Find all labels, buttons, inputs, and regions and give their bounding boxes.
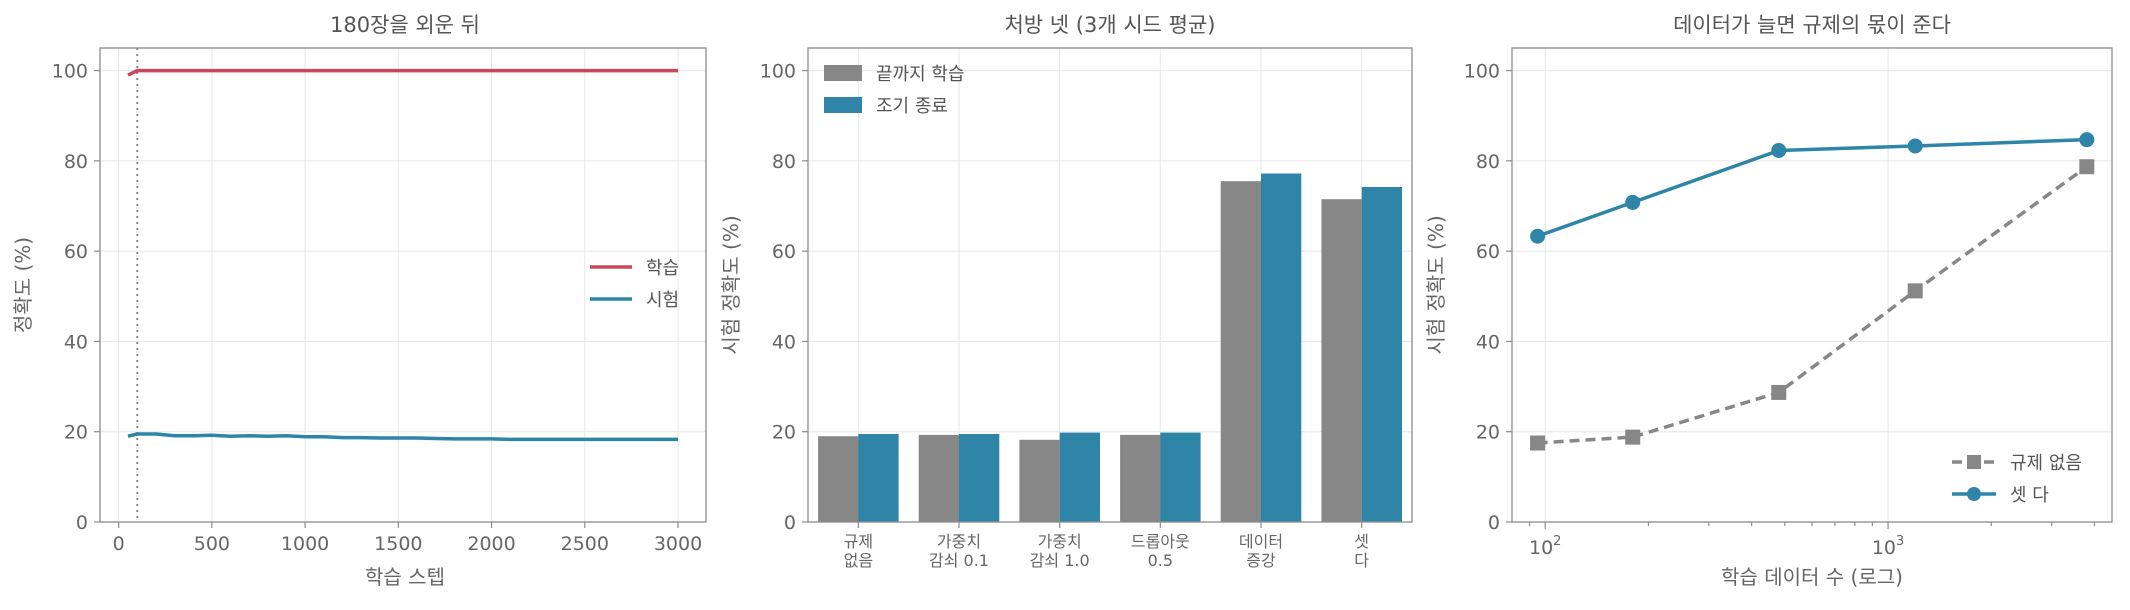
panel2-title: 처방 넷 (3개 시드 평균) [1004,13,1215,37]
panel1-y-axis-label: 정확도 (%) [11,237,35,333]
panel2-category-label-line1: 가중치 [1038,532,1082,551]
panel2-category-label-line2: 증강 [1246,551,1276,570]
panel2-plot-area [807,47,1413,523]
panel3-x-tick-label: 103 [1872,534,1904,559]
panel2-legend-label-1: 조기 종료 [876,96,948,117]
panel3-point-0-0 [1530,435,1546,451]
panel3-point-1-4 [2079,132,2095,148]
panel2-bar-0-0 [818,436,859,522]
panel1-legend-label-0: 학습 [646,258,679,279]
panel1-x-tick-label: 2000 [467,533,515,555]
panel2-y-tick-label: 80 [772,151,796,173]
panel2-y-tick-label: 60 [772,241,796,263]
panel2-bar-1-3 [1160,432,1201,522]
panel2-legend-swatch-1 [824,97,862,113]
panel1-y-tick-label: 60 [64,241,88,263]
panel2-category-label-line2: 감쇠 0.1 [929,551,989,570]
panel1-y-tick-label: 0 [76,512,88,534]
panel1-x-tick-label: 2500 [561,533,609,555]
panel3-x-tick-base: 10 [1872,537,1896,559]
panel2-category-label-line1: 드롭아웃 [1131,532,1190,551]
panel3-legend-marker-0 [1967,455,1981,469]
panel1-x-tick-label: 1500 [374,533,422,555]
panel1-legend-label-1: 시험 [646,290,679,311]
panel2-bar-1-2 [1059,432,1100,522]
panel3-y-axis-label: 시험 정확도 (%) [1424,215,1448,354]
panel2-bar-1-5 [1361,187,1402,522]
panel2-bar-1-4 [1261,173,1302,522]
panel3-point-0-1 [1625,429,1641,445]
panel1-title: 180장을 외운 뒤 [330,13,480,37]
panel2-bar-0-5 [1321,199,1362,522]
panel2-category-label-line1: 데이터 [1239,532,1283,551]
panel2-legend-swatch-0 [824,65,862,81]
panel2-bar-0-1 [918,434,959,522]
panel1-y-tick-label: 80 [64,151,88,173]
panel1-x-tick-label: 1000 [281,533,329,555]
panel3-point-1-1 [1625,194,1641,210]
panel2-bar-0-4 [1220,181,1261,522]
panel2-category-label-line1: 가중치 [937,532,981,551]
panel3-point-1-3 [1907,138,1923,154]
panel1-series-line-0 [127,68,678,77]
panel3-title: 데이터가 늘면 규제의 몫이 준다 [1673,13,1951,37]
panel2-bar-0-3 [1120,434,1161,522]
panel3-series-line-1 [1537,137,2087,238]
panel3-point-0-4 [2079,159,2095,175]
panel1-series-line-1 [127,432,678,442]
panel2-category-label-line1: 규제 [844,532,873,551]
panel2-bar-1-0 [858,434,899,522]
panel3-y-tick-label: 100 [1464,61,1500,83]
panel1-y-tick-label: 20 [64,422,88,444]
panel2-category-label-line2: 감쇠 1.0 [1030,551,1090,570]
panel3-y-tick-label: 60 [1476,241,1500,263]
panel2-y-tick-label: 40 [772,331,796,353]
panel2-category-label-line1: 셋 [1354,532,1369,551]
panel2-category-label-line2: 0.5 [1148,551,1173,570]
panel3-x-tick-label: 102 [1529,534,1561,559]
panel2-legend-label-0: 끝까지 학습 [876,64,965,85]
panel2-bar-0-2 [1019,439,1060,522]
panel3-legend-marker-1 [1967,487,1981,501]
panel3-y-tick-label: 80 [1476,151,1500,173]
panel3-legend-label-1: 셋 다 [2010,485,2049,506]
panel2-category-label-line2: 다 [1354,551,1369,570]
panel2-y-tick-label: 0 [784,512,796,534]
panel3-point-0-2 [1771,384,1787,400]
panel-training-curve: 180장을 외운 뒤 0 500 1000 1500 2000 2500 3000 0 20 40… [11,13,707,589]
panel2-bar-1-1 [959,434,1000,522]
panel1-x-tick-label: 3000 [654,533,702,555]
panel3-x-tick-exponent: 2 [1553,534,1561,549]
panel3-legend-label-0: 규제 없음 [2010,453,2082,474]
panel3-point-1-2 [1771,142,1787,158]
panel3-point-1-0 [1530,228,1546,244]
panel3-point-0-3 [1907,283,1923,299]
panel3-x-tick-base: 10 [1529,537,1553,559]
panel3-legend: 규제 없음셋 다 [1952,453,2082,506]
panel3-y-tick-label: 0 [1488,512,1500,534]
panel3-plot-area [1511,47,2113,523]
panel1-x-tick-label: 500 [194,533,230,555]
panel2-y-tick-label: 100 [760,61,796,83]
panel1-y-tick-label: 40 [64,331,88,353]
panel1-x-tick-label: 0 [113,533,125,555]
panel1-plot-area [99,47,707,523]
panel1-y-tick-label: 100 [52,61,88,83]
panel2-y-axis-label: 시험 정확도 (%) [719,215,743,354]
panel3-x-axis-label: 학습 데이터 수 (로그) [1721,565,1903,589]
panel3-y-tick-label: 20 [1476,422,1500,444]
panel3-x-tick-exponent: 3 [1896,534,1904,549]
panel1-x-axis-label: 학습 스텝 [365,565,445,589]
panel3-y-tick-label: 40 [1476,331,1500,353]
panel2-category-label-line2: 없음 [844,551,873,570]
panel2-y-tick-label: 20 [772,422,796,444]
